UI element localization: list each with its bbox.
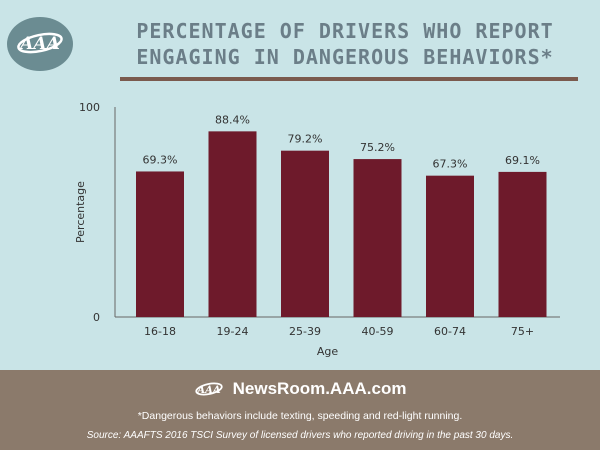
bar-75+ xyxy=(498,171,547,317)
bar-19-24 xyxy=(208,131,257,317)
x-tick-label-5: 75+ xyxy=(511,325,534,338)
bar-40-59 xyxy=(353,159,402,317)
logo-circle xyxy=(7,17,73,71)
data-label-4: 67.3% xyxy=(433,158,468,171)
x-tick-label-1: 19-24 xyxy=(217,325,249,338)
data-label-0: 69.3% xyxy=(143,153,178,166)
header: AAA Percentage of drivers who report eng… xyxy=(0,0,600,90)
x-tick-label-0: 16-18 xyxy=(144,325,176,338)
data-label-2: 79.2% xyxy=(288,133,323,146)
data-label-1: 88.4% xyxy=(215,113,250,126)
chart-svg: 0 100 Percentage 69.3% 16-18 88.4% 19-24 79.2% 2… xyxy=(74,101,560,358)
x-axis-label: Age xyxy=(317,345,339,358)
data-label-5: 69.1% xyxy=(505,154,540,167)
bar-16-18 xyxy=(136,171,184,317)
x-tick-label-3: 40-59 xyxy=(362,325,394,338)
source-note: Source: AAAFTS 2016 TSCI Survey of licen… xyxy=(86,430,514,441)
footer: AAA NewsRoom.AAA.com *Dangerous behavior… xyxy=(0,370,600,450)
title-divider xyxy=(120,77,578,81)
bar-60-74 xyxy=(426,175,474,317)
svg-text:AAA: AAA xyxy=(18,34,60,54)
brand: AAA NewsRoom.AAA.com xyxy=(0,378,600,404)
chart-title: Percentage of drivers who report engagin… xyxy=(136,19,554,69)
x-tick-label-2: 25-39 xyxy=(289,325,321,338)
y-tick-label-1: 100 xyxy=(79,101,100,114)
aaa-logo: AAA xyxy=(6,16,74,72)
y-tick-label-0: 0 xyxy=(93,311,100,324)
y-axis-label: Percentage xyxy=(74,181,87,243)
bar-chart: 0 100 Percentage 69.3% 16-18 88.4% 19-24 79.2% 2… xyxy=(0,90,600,370)
aaa-footer-logo-icon: AAA xyxy=(194,378,224,400)
x-tick-label-4: 60-74 xyxy=(434,325,466,338)
footnote: *Dangerous behaviors include texting, sp… xyxy=(137,410,463,422)
brand-link[interactable]: NewsRoom.AAA.com xyxy=(232,379,407,398)
svg-text:AAA: AAA xyxy=(196,385,221,396)
data-label-3: 75.2% xyxy=(360,141,395,154)
bar-25-39 xyxy=(281,150,329,317)
